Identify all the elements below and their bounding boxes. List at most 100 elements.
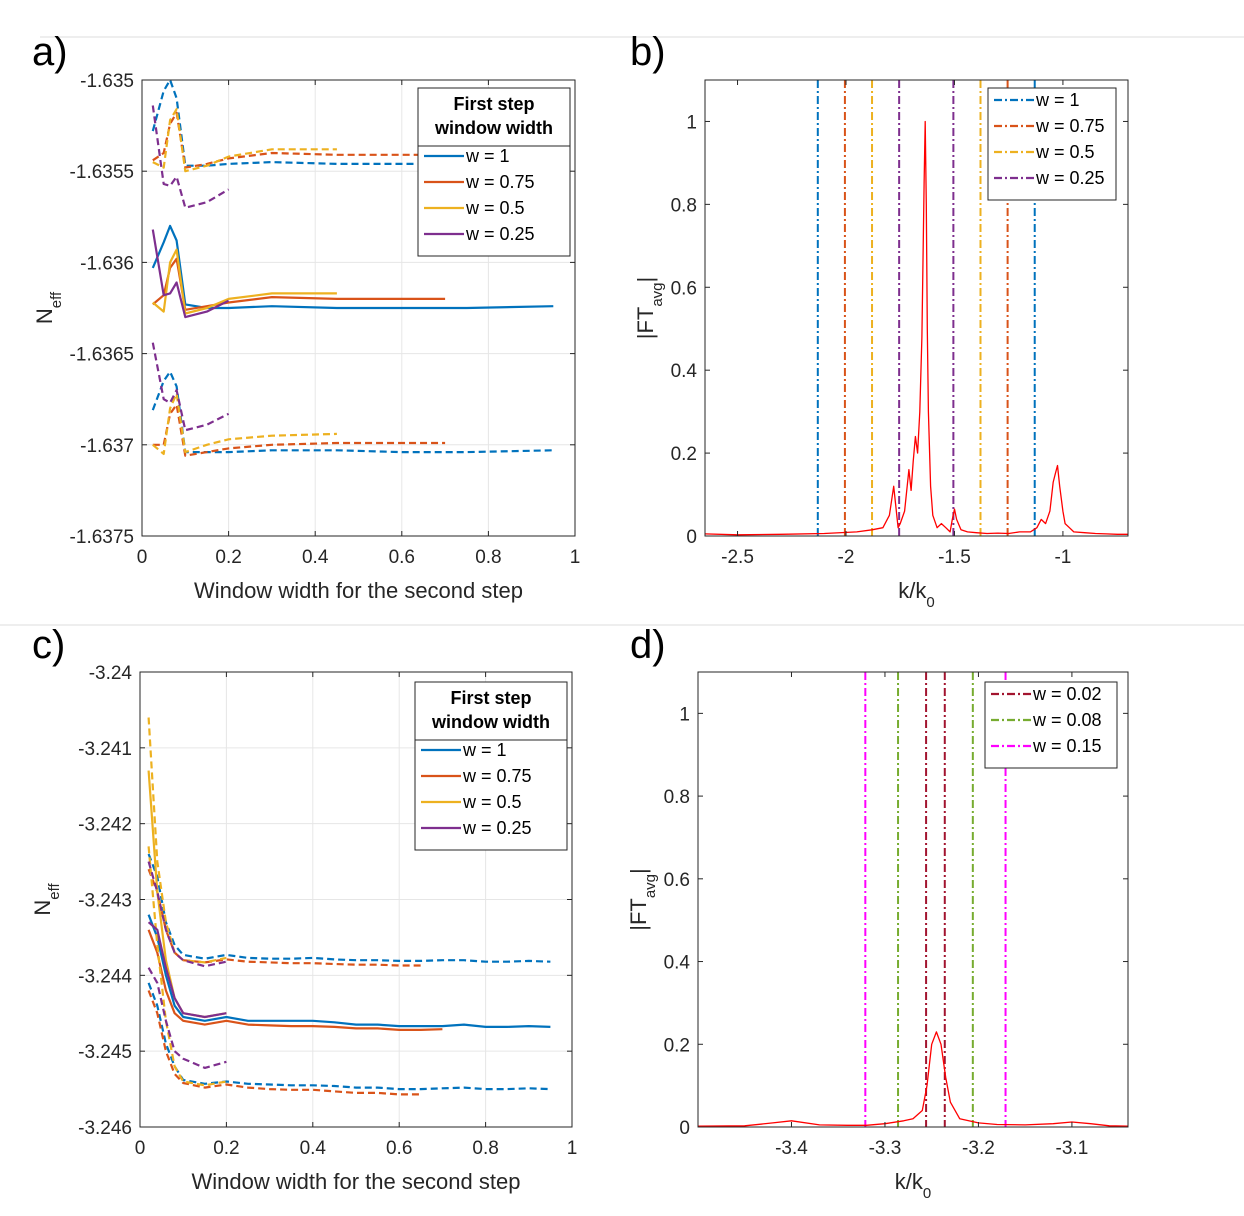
series-line <box>147 967 227 1070</box>
series-line <box>147 921 227 1019</box>
series-line <box>152 392 337 455</box>
legend-box <box>987 87 1117 201</box>
x-tick-label: -3.2 <box>962 1138 995 1159</box>
chart-panel-d: d)-3.4 -3.3 -3.2 -3.100.20.40.60.81k/k0|FTa… <box>626 623 1129 1202</box>
legend-entry-label: w = 0.25 <box>1035 168 1105 188</box>
y-axis-label-main: N <box>32 308 57 324</box>
legend-entry-label: w = 1 <box>465 146 510 166</box>
x-tick-label: -2 <box>838 547 855 568</box>
y-tick-label: -3.245 <box>78 1042 132 1063</box>
legend-entry-label: w = 0.75 <box>1035 116 1105 136</box>
y-tick-label: -1.6365 <box>70 345 134 366</box>
panel-label: d) <box>630 623 666 667</box>
series-line <box>147 914 551 1029</box>
y-axis-label-end: | <box>626 868 651 874</box>
chart-panel-a: a) 0 0.2 0.4 0.6 0.8 1 -1.635 -1.6355 -1.636 -1.63… <box>32 30 580 603</box>
x-tick-label: 0.6 <box>386 1138 412 1159</box>
y-axis-label-end: | <box>633 277 658 283</box>
x-axis-label: Window width for the second step <box>194 578 523 603</box>
y-axis-label-sub: eff <box>46 883 63 900</box>
y-axis-label: |FTavg| <box>626 868 659 931</box>
legend-entry-label: w = 0.5 <box>465 198 525 218</box>
series-line <box>705 120 1128 536</box>
axes-box <box>704 79 1129 537</box>
panel-label: c) <box>32 623 65 667</box>
y-tick-label: -1.635 <box>80 71 134 92</box>
x-axis-label-sub: 0 <box>926 594 934 611</box>
x-tick-label: 0.4 <box>302 547 329 568</box>
axes-box <box>141 79 576 537</box>
y-tick-label: -3.246 <box>78 1118 132 1139</box>
series-line <box>151 370 554 454</box>
chart-panel-c: c) 0 0.2 0.4 0.6 0.8 1 -3.24 -3.241 -3.242 -3.243 -… <box>30 623 577 1194</box>
y-tick-label: 0.6 <box>664 870 690 891</box>
x-tick-label: 0.4 <box>300 1138 327 1159</box>
x-axis-label: Window width for the second step <box>192 1169 521 1194</box>
y-tick-label: 0.2 <box>664 1035 690 1056</box>
y-tick-label: 1 <box>686 112 697 133</box>
legend-entry-label: w = 0.75 <box>465 172 535 192</box>
series-group <box>698 1031 1128 1127</box>
x-tick-label: -2.5 <box>721 547 754 568</box>
series-line <box>147 929 443 1032</box>
series-line <box>152 403 446 457</box>
series-line <box>147 861 227 968</box>
y-tick-label: 0.4 <box>671 361 698 382</box>
series-line <box>152 108 337 173</box>
legend-entry-label: w = 0.15 <box>1032 736 1102 756</box>
legend-entry-label: w = 0.5 <box>462 792 522 812</box>
x-tick-label: -3.4 <box>775 1138 808 1159</box>
x-axis-label: k/k0 <box>898 578 934 611</box>
y-tick-label: 1 <box>679 704 690 725</box>
y-tick-label: 0.8 <box>671 195 697 216</box>
legend-box <box>417 87 571 257</box>
y-axis-label-sub: avg <box>642 874 659 898</box>
y-tick-label: -3.241 <box>78 739 132 760</box>
series-line <box>151 224 554 310</box>
x-tick-label: 0 <box>137 547 148 568</box>
x-tick-label: -1.5 <box>938 547 971 568</box>
y-axis-label: |FTavg| <box>633 277 666 340</box>
x-axis-label-main: Window width for the second step <box>192 1169 521 1194</box>
y-axis-label-sub: eff <box>48 291 65 308</box>
y-tick-label: -1.6355 <box>70 162 134 183</box>
legend-entry-label: w = 0.08 <box>1032 710 1102 730</box>
y-tick-label: -1.637 <box>80 436 134 457</box>
y-tick-label: 0.6 <box>671 278 697 299</box>
axes-box <box>697 671 1129 1128</box>
series-line <box>698 1031 1128 1127</box>
legend-box <box>984 681 1118 769</box>
y-tick-label: 0.8 <box>664 787 690 808</box>
x-axis-label-sub: 0 <box>923 1185 931 1202</box>
x-tick-label: 0.8 <box>472 1138 498 1159</box>
series-group <box>151 80 554 457</box>
x-axis-label: k/k0 <box>895 1169 931 1202</box>
panel-label: b) <box>630 30 666 74</box>
chart-panel-b: b)-2.5 -2 -1.5 -100.20.40.60.81k/k0|FTavg|w… <box>630 30 1129 611</box>
legend-box <box>414 681 568 851</box>
x-axis-label-main: Window width for the second step <box>194 578 523 603</box>
y-axis-label: Neff <box>32 291 65 324</box>
y-tick-label: -1.6375 <box>70 527 134 548</box>
y-axis-label: Neff <box>30 883 63 916</box>
series-group <box>705 120 1128 536</box>
x-tick-label: 0 <box>135 1138 146 1159</box>
y-tick-label: 0 <box>686 527 697 548</box>
legend-entry-label: w = 0.02 <box>1032 684 1102 704</box>
series-line <box>147 853 551 963</box>
x-tick-label: 1 <box>567 1138 578 1159</box>
x-tick-label: -3.1 <box>1056 1138 1089 1159</box>
legend-title: First step <box>453 94 534 114</box>
legend-entry-label: w = 1 <box>462 740 507 760</box>
y-tick-label: -3.24 <box>89 663 133 684</box>
series-line <box>151 80 554 167</box>
x-tick-label: 0.2 <box>215 547 241 568</box>
series-line <box>147 846 227 1087</box>
y-tick-label: 0.4 <box>664 953 691 974</box>
legend-entry-label: w = 1 <box>1035 90 1080 110</box>
legend-entry-label: w = 0.25 <box>465 224 535 244</box>
series-group <box>147 717 551 1096</box>
x-tick-label: 0.8 <box>475 547 501 568</box>
series-line <box>151 229 230 319</box>
